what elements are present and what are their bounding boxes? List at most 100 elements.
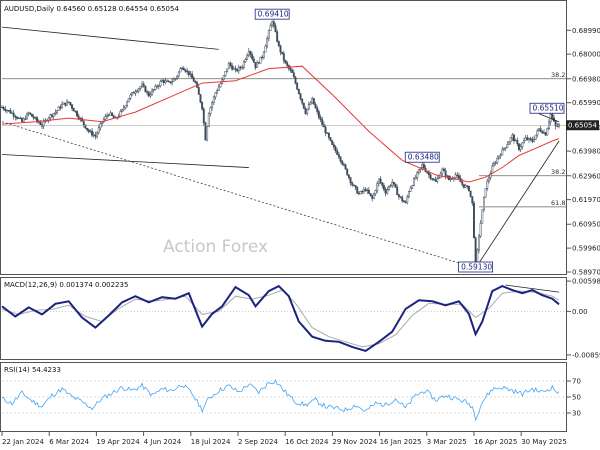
candle-body [222, 75, 225, 80]
candle-body [31, 113, 33, 117]
candle-body [51, 114, 53, 117]
candle-body [159, 81, 162, 87]
candle-body [292, 72, 295, 78]
candle-body [344, 164, 347, 170]
candle-body [127, 97, 130, 103]
candle-body [483, 196, 485, 210]
candle-body [534, 134, 537, 140]
candle-body [376, 183, 379, 191]
x-axis-tick-label: 30 May 2025 [521, 438, 567, 446]
candle-body [132, 92, 135, 94]
price-axis-tick-label: 0.60950 [572, 221, 600, 229]
candle-body [526, 137, 529, 140]
candle-body [244, 59, 247, 62]
candle-body [324, 126, 327, 134]
candle-body [518, 143, 520, 150]
candle-body [134, 91, 137, 94]
candle-body [9, 110, 12, 114]
candle-body [414, 177, 417, 179]
candle-body [297, 89, 300, 95]
candle-body [437, 177, 440, 179]
price-axis-tick-label: 0.61970 [572, 196, 600, 204]
candle-body [249, 51, 252, 55]
candle-body [523, 140, 525, 144]
candle-body [256, 62, 259, 68]
candle-body [227, 62, 230, 70]
candle-body [119, 111, 122, 117]
candle-body [264, 45, 267, 53]
candle-body [316, 107, 319, 112]
x-axis-tick-label: 18 Jul 2024 [191, 438, 231, 446]
candle-body [513, 134, 515, 141]
candle-body [556, 125, 559, 127]
candle-body [462, 184, 465, 188]
candle-body [169, 81, 172, 84]
candle-body [399, 196, 402, 198]
candle-body [306, 108, 309, 114]
candle-body [469, 190, 472, 197]
candle-body [77, 115, 80, 120]
candle-body [136, 90, 139, 93]
candle-body [216, 90, 219, 94]
candle-body [121, 109, 124, 112]
candle-body [296, 82, 299, 90]
candle-body [501, 148, 504, 156]
macd-divergence-line [505, 284, 560, 293]
candle-body [192, 77, 195, 82]
candle-body [339, 156, 342, 162]
candle-body [239, 66, 242, 69]
candle-body [156, 85, 159, 88]
candle-body [59, 106, 62, 109]
rsi-panel-title: RSI(14) 54.4233 [4, 366, 61, 374]
candle-body [327, 132, 330, 138]
candle-body [317, 111, 320, 118]
macd-main-line [1, 284, 560, 352]
candle-body [92, 134, 95, 136]
candle-body [417, 169, 420, 173]
candle-body [364, 189, 367, 192]
candle-body [42, 121, 45, 127]
candle-body [361, 191, 364, 193]
x-axis-tick-label: 29 Nov 2024 [332, 438, 377, 446]
candle-body [186, 70, 189, 72]
candle-body [367, 189, 370, 194]
candle-body [533, 139, 535, 142]
candle-body [319, 117, 322, 120]
candle-body [99, 123, 102, 129]
candle-body [236, 69, 239, 72]
trendline-short-resistance [538, 113, 560, 123]
candle-body [366, 189, 369, 192]
candle-body [299, 93, 302, 100]
candle-body [126, 101, 129, 107]
candle-body [321, 119, 324, 125]
candle-body [64, 102, 67, 106]
candle-body [242, 61, 245, 68]
candle-body [457, 175, 460, 179]
candle-body [503, 148, 505, 150]
candle-body [7, 110, 10, 112]
candle-body [166, 80, 169, 82]
candle-body [431, 178, 434, 180]
candle-body [541, 131, 544, 134]
candle-body [16, 116, 18, 119]
candle-body [49, 114, 52, 119]
candle-body [157, 85, 160, 88]
candle-body [329, 137, 332, 141]
candle-body [352, 184, 355, 186]
candle-body [167, 80, 170, 82]
x-axis-tick-label: 16 Oct 2024 [285, 438, 329, 446]
rsi-axis-tick-label: 70 [572, 378, 581, 386]
candle-body [421, 164, 424, 168]
candle-body [294, 76, 297, 84]
x-axis-tick-label: 19 Apr 2024 [96, 438, 140, 446]
macd-axis-tick-label: 0.00 [572, 308, 588, 316]
candle-body [91, 130, 94, 136]
candle-body [402, 200, 405, 203]
candle-body [544, 132, 547, 136]
candle-body [446, 175, 449, 177]
candle-body [274, 25, 277, 32]
candle-body [204, 122, 207, 141]
x-axis-tick-label: 22 Jan 2024 [2, 438, 45, 446]
candle-body [212, 96, 215, 103]
